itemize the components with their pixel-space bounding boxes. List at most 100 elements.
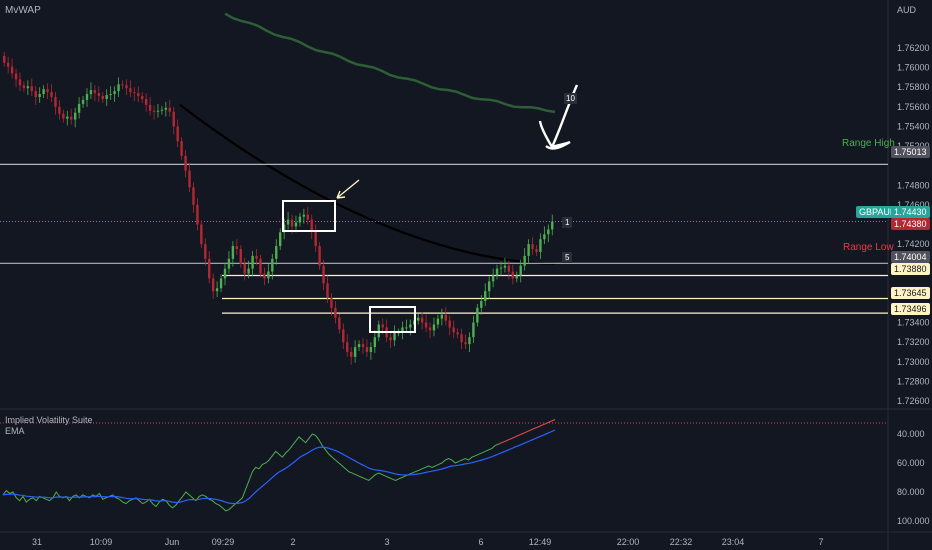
candle-body <box>271 258 274 272</box>
candle-body <box>373 337 377 348</box>
candle-body <box>543 234 546 240</box>
candle-body <box>338 317 341 330</box>
candle-body <box>26 86 30 89</box>
oscillator-subtitle: EMA <box>5 426 25 436</box>
candle-body <box>101 96 104 99</box>
candle-body <box>200 224 203 245</box>
candle-body <box>255 255 258 259</box>
candle-body <box>176 126 179 142</box>
candle-body <box>70 116 73 120</box>
candle-body <box>196 204 199 225</box>
marker-1: 1 <box>562 217 573 228</box>
candle-body <box>495 268 499 276</box>
indicator-label: MvWAP <box>5 5 41 16</box>
candle-body <box>405 327 408 329</box>
candle-body <box>389 337 392 341</box>
candle-body <box>365 347 369 352</box>
level-tag-1: 1.73880 <box>891 263 930 275</box>
candle-body <box>85 94 89 100</box>
candle-body <box>109 94 112 96</box>
candle-body <box>208 258 211 279</box>
highlight-box-1 <box>282 200 336 232</box>
candle-body <box>361 344 365 348</box>
candle-body <box>440 314 444 319</box>
time-tick-label: 22:00 <box>617 537 640 547</box>
candle-body <box>480 300 483 308</box>
candle-body <box>428 327 432 331</box>
time-tick-label: 2 <box>290 537 295 547</box>
candle-body <box>282 224 286 233</box>
candle-body <box>551 221 554 230</box>
symbol-tag: GBPAUD <box>856 206 900 218</box>
candle-body <box>77 103 81 113</box>
candle-body <box>54 97 57 107</box>
candle-body <box>326 283 329 299</box>
candle-body <box>448 320 451 328</box>
candle-body <box>129 88 132 93</box>
level-tag-2: 1.73645 <box>891 287 930 299</box>
candle-body <box>239 249 242 264</box>
candle-body <box>491 275 495 282</box>
marker-5: 5 <box>562 252 573 263</box>
oscillator-tick-label: 100.000 <box>897 516 930 526</box>
candle-body <box>267 271 270 279</box>
candle-body <box>290 219 294 227</box>
time-tick-label: 23:04 <box>722 537 745 547</box>
range-low-label: Range Low <box>843 242 894 253</box>
candle-body <box>219 278 223 289</box>
candle-body <box>223 268 227 279</box>
candle-body <box>259 258 262 274</box>
candle-body <box>519 265 522 276</box>
time-tick-label: Jun <box>165 537 180 547</box>
candle-body <box>286 219 290 225</box>
candle-body <box>531 244 534 250</box>
candle-body <box>156 110 160 112</box>
time-tick-label: 6 <box>478 537 483 547</box>
candle-body <box>125 85 128 89</box>
candle-body <box>476 307 479 323</box>
candle-body <box>184 155 187 171</box>
marker-10: 10 <box>564 93 577 104</box>
price-tick-label: 1.75600 <box>897 102 930 112</box>
candle-body <box>334 307 337 318</box>
candle-body <box>42 89 45 95</box>
candle-body <box>235 246 239 250</box>
candle-body <box>14 73 18 80</box>
candle-body <box>46 89 49 93</box>
candle-body <box>424 322 428 328</box>
last-price-tag: 1.74430 <box>891 206 930 218</box>
price-tick-label: 1.74800 <box>897 180 930 190</box>
annotation-arrow <box>336 179 360 199</box>
time-tick-label: 22:32 <box>670 537 693 547</box>
candle-body <box>22 85 26 89</box>
oscillator-title: Implied Volatility Suite <box>5 415 93 425</box>
candle-body <box>211 278 215 292</box>
candle-body <box>188 170 191 188</box>
candle-body <box>484 291 487 301</box>
candle-body <box>141 96 144 99</box>
candle-body <box>251 255 254 269</box>
candle-body <box>164 107 168 110</box>
price-tick-label: 1.72600 <box>897 396 930 406</box>
candle-body <box>342 329 345 343</box>
candle-body <box>511 271 515 279</box>
oscillator-ema-line <box>2 429 556 505</box>
candle-body <box>310 219 313 232</box>
candle-body <box>73 112 77 120</box>
range-high-price-tag: 1.75013 <box>891 146 930 158</box>
candle-body <box>10 66 14 74</box>
candle-body <box>302 214 306 217</box>
candle-body <box>66 116 69 119</box>
range-high-label: Range High <box>842 138 895 149</box>
oscillator-high-segment <box>498 419 556 445</box>
candle-body <box>353 347 357 357</box>
candle-body <box>192 187 195 205</box>
price-tick-label: 1.73200 <box>897 337 930 347</box>
time-tick-label: 7 <box>818 537 823 547</box>
candle-body <box>409 324 412 328</box>
candle-body <box>401 327 404 333</box>
candle-body <box>113 91 116 95</box>
candle-body <box>306 214 309 220</box>
candle-body <box>515 275 518 279</box>
